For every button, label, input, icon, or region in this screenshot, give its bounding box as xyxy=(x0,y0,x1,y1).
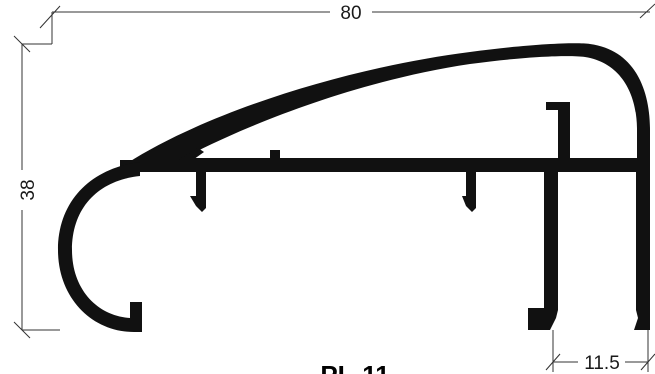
profile-code-title: PL-11 xyxy=(320,360,389,374)
dimension-slot-label: 11.5 xyxy=(584,353,620,374)
upper-chamber-hollow xyxy=(180,56,637,160)
fin-left xyxy=(190,170,206,212)
bottom-web xyxy=(120,160,650,172)
aluminium-profile xyxy=(58,43,650,332)
slot-right-leg xyxy=(634,170,650,330)
slot-left-leg xyxy=(528,170,558,330)
dimension-slot: 11.5 xyxy=(545,330,655,374)
dimension-height: 38 xyxy=(13,35,60,339)
chamber-tooth xyxy=(178,148,204,162)
dimension-width-label: 80 xyxy=(340,3,361,24)
fin-middle xyxy=(462,170,476,212)
dimension-height-label: 38 xyxy=(18,179,39,200)
left-hook xyxy=(58,162,142,332)
dimension-width: 80 xyxy=(39,3,655,44)
